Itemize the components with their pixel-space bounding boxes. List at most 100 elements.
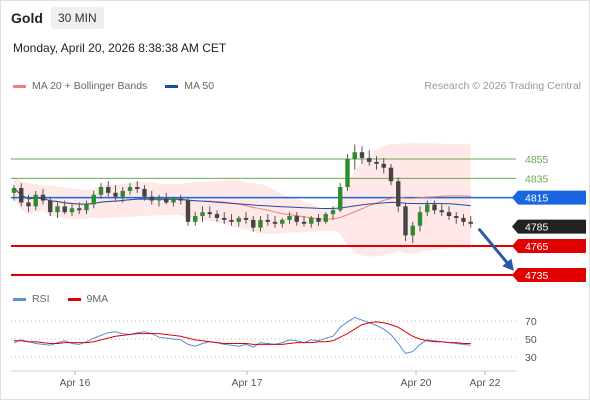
level-label-4735: 4735 <box>525 270 549 282</box>
candle <box>403 202 408 242</box>
candle-body <box>410 225 415 236</box>
candle <box>272 216 278 228</box>
rsi-legend: RSI 9MA <box>13 293 126 305</box>
candle <box>207 206 212 218</box>
candle-body <box>330 210 336 215</box>
candle <box>222 212 227 224</box>
candle-body <box>193 216 198 222</box>
candle-body <box>345 159 350 188</box>
level-label-4855: 4855 <box>525 154 549 166</box>
candle-body <box>309 217 314 224</box>
level-tag-4765 <box>512 239 586 254</box>
candle <box>236 216 241 227</box>
candle-body <box>287 216 292 220</box>
rsi-tick-label-70: 70 <box>525 316 537 328</box>
bollinger-bands <box>14 143 471 257</box>
candle-body <box>461 217 466 222</box>
candle-body <box>396 181 401 207</box>
timeframe-button[interactable]: 30 MIN <box>51 7 104 29</box>
candle-body <box>446 212 452 217</box>
rsi-panel: 70 50 30 <box>11 316 537 364</box>
ma50-swatch <box>165 84 179 88</box>
forecast-arrow-shaft <box>477 227 512 268</box>
level-tag-4785 <box>512 219 586 234</box>
candle <box>454 212 459 224</box>
candle <box>374 156 379 170</box>
level-label-4835: 4835 <box>525 173 549 185</box>
candle <box>48 196 53 217</box>
rsi-tick-label-50: 50 <box>525 334 537 346</box>
candle <box>352 144 357 170</box>
x-axis: Apr 16 Apr 17 Apr 20 Apr 22 <box>11 370 516 389</box>
x-tick-label: Apr 22 <box>470 377 501 389</box>
rsi-tick-label-30: 30 <box>525 352 537 364</box>
ma20-bollinger-label: MA 20 + Bollinger Bands <box>32 80 148 92</box>
candle <box>301 216 307 227</box>
candle <box>229 214 234 226</box>
candle <box>359 146 365 164</box>
candle <box>265 214 270 226</box>
candle-body <box>62 206 67 213</box>
candle <box>40 188 46 205</box>
candle-body <box>236 217 241 222</box>
forecast-arrow <box>477 227 514 271</box>
x-tick-label: Apr 20 <box>401 377 432 389</box>
level-label-4765: 4765 <box>525 241 549 253</box>
research-credit: Research © 2026 Trading Central <box>424 80 581 92</box>
level-tag-4815 <box>512 190 586 205</box>
candle <box>425 200 430 217</box>
candle-body <box>374 161 379 164</box>
candle-body <box>98 187 104 195</box>
bollinger-band-area <box>14 143 471 257</box>
candle <box>193 212 198 226</box>
ma50-line <box>13 187 471 209</box>
candle <box>77 202 82 215</box>
candle <box>98 183 104 199</box>
candle-body <box>243 217 249 220</box>
candle-body <box>11 188 17 193</box>
candle-body <box>69 208 75 213</box>
level-tag-4735 <box>512 268 586 283</box>
candle-body <box>316 217 321 222</box>
candle-body <box>200 212 205 217</box>
candle-body <box>135 187 140 189</box>
candle <box>33 190 38 211</box>
candle-body <box>207 212 212 215</box>
candle <box>258 216 263 232</box>
candle-body <box>468 221 473 224</box>
candle <box>330 206 336 220</box>
candle-body <box>403 206 408 236</box>
candle-body <box>40 194 46 201</box>
candle <box>410 221 415 244</box>
candle-body <box>48 200 53 213</box>
level-label-4785: 4785 <box>525 222 549 234</box>
candle <box>91 190 96 209</box>
rsi-ma9-line <box>14 321 471 345</box>
candle-body <box>222 217 227 220</box>
ma20-bollinger-swatch <box>13 84 26 88</box>
candle <box>243 212 249 224</box>
timestamp: Monday, April 20, 2026 8:38:38 AM CET <box>13 41 227 55</box>
candle-body <box>352 152 357 159</box>
candle <box>84 200 89 215</box>
candle-body <box>120 190 125 197</box>
candle-body <box>432 204 437 211</box>
candle <box>127 183 133 195</box>
rsi-ma9-label: 9MA <box>86 293 109 305</box>
candle-body <box>258 219 263 228</box>
ma50-label: MA 50 <box>184 80 215 92</box>
candle <box>367 150 372 166</box>
candle <box>439 204 444 217</box>
candle <box>381 158 386 174</box>
candle <box>11 185 17 201</box>
candle-body <box>323 214 328 222</box>
level-label-4815: 4815 <box>525 193 549 205</box>
x-tick-label: Apr 16 <box>60 377 91 389</box>
candle <box>26 194 31 213</box>
candle <box>446 206 452 220</box>
candle <box>432 200 437 215</box>
price-legend: MA 20 + Bollinger Bands MA 50 <box>13 80 232 92</box>
candle <box>200 206 205 222</box>
candle-body <box>367 158 372 162</box>
